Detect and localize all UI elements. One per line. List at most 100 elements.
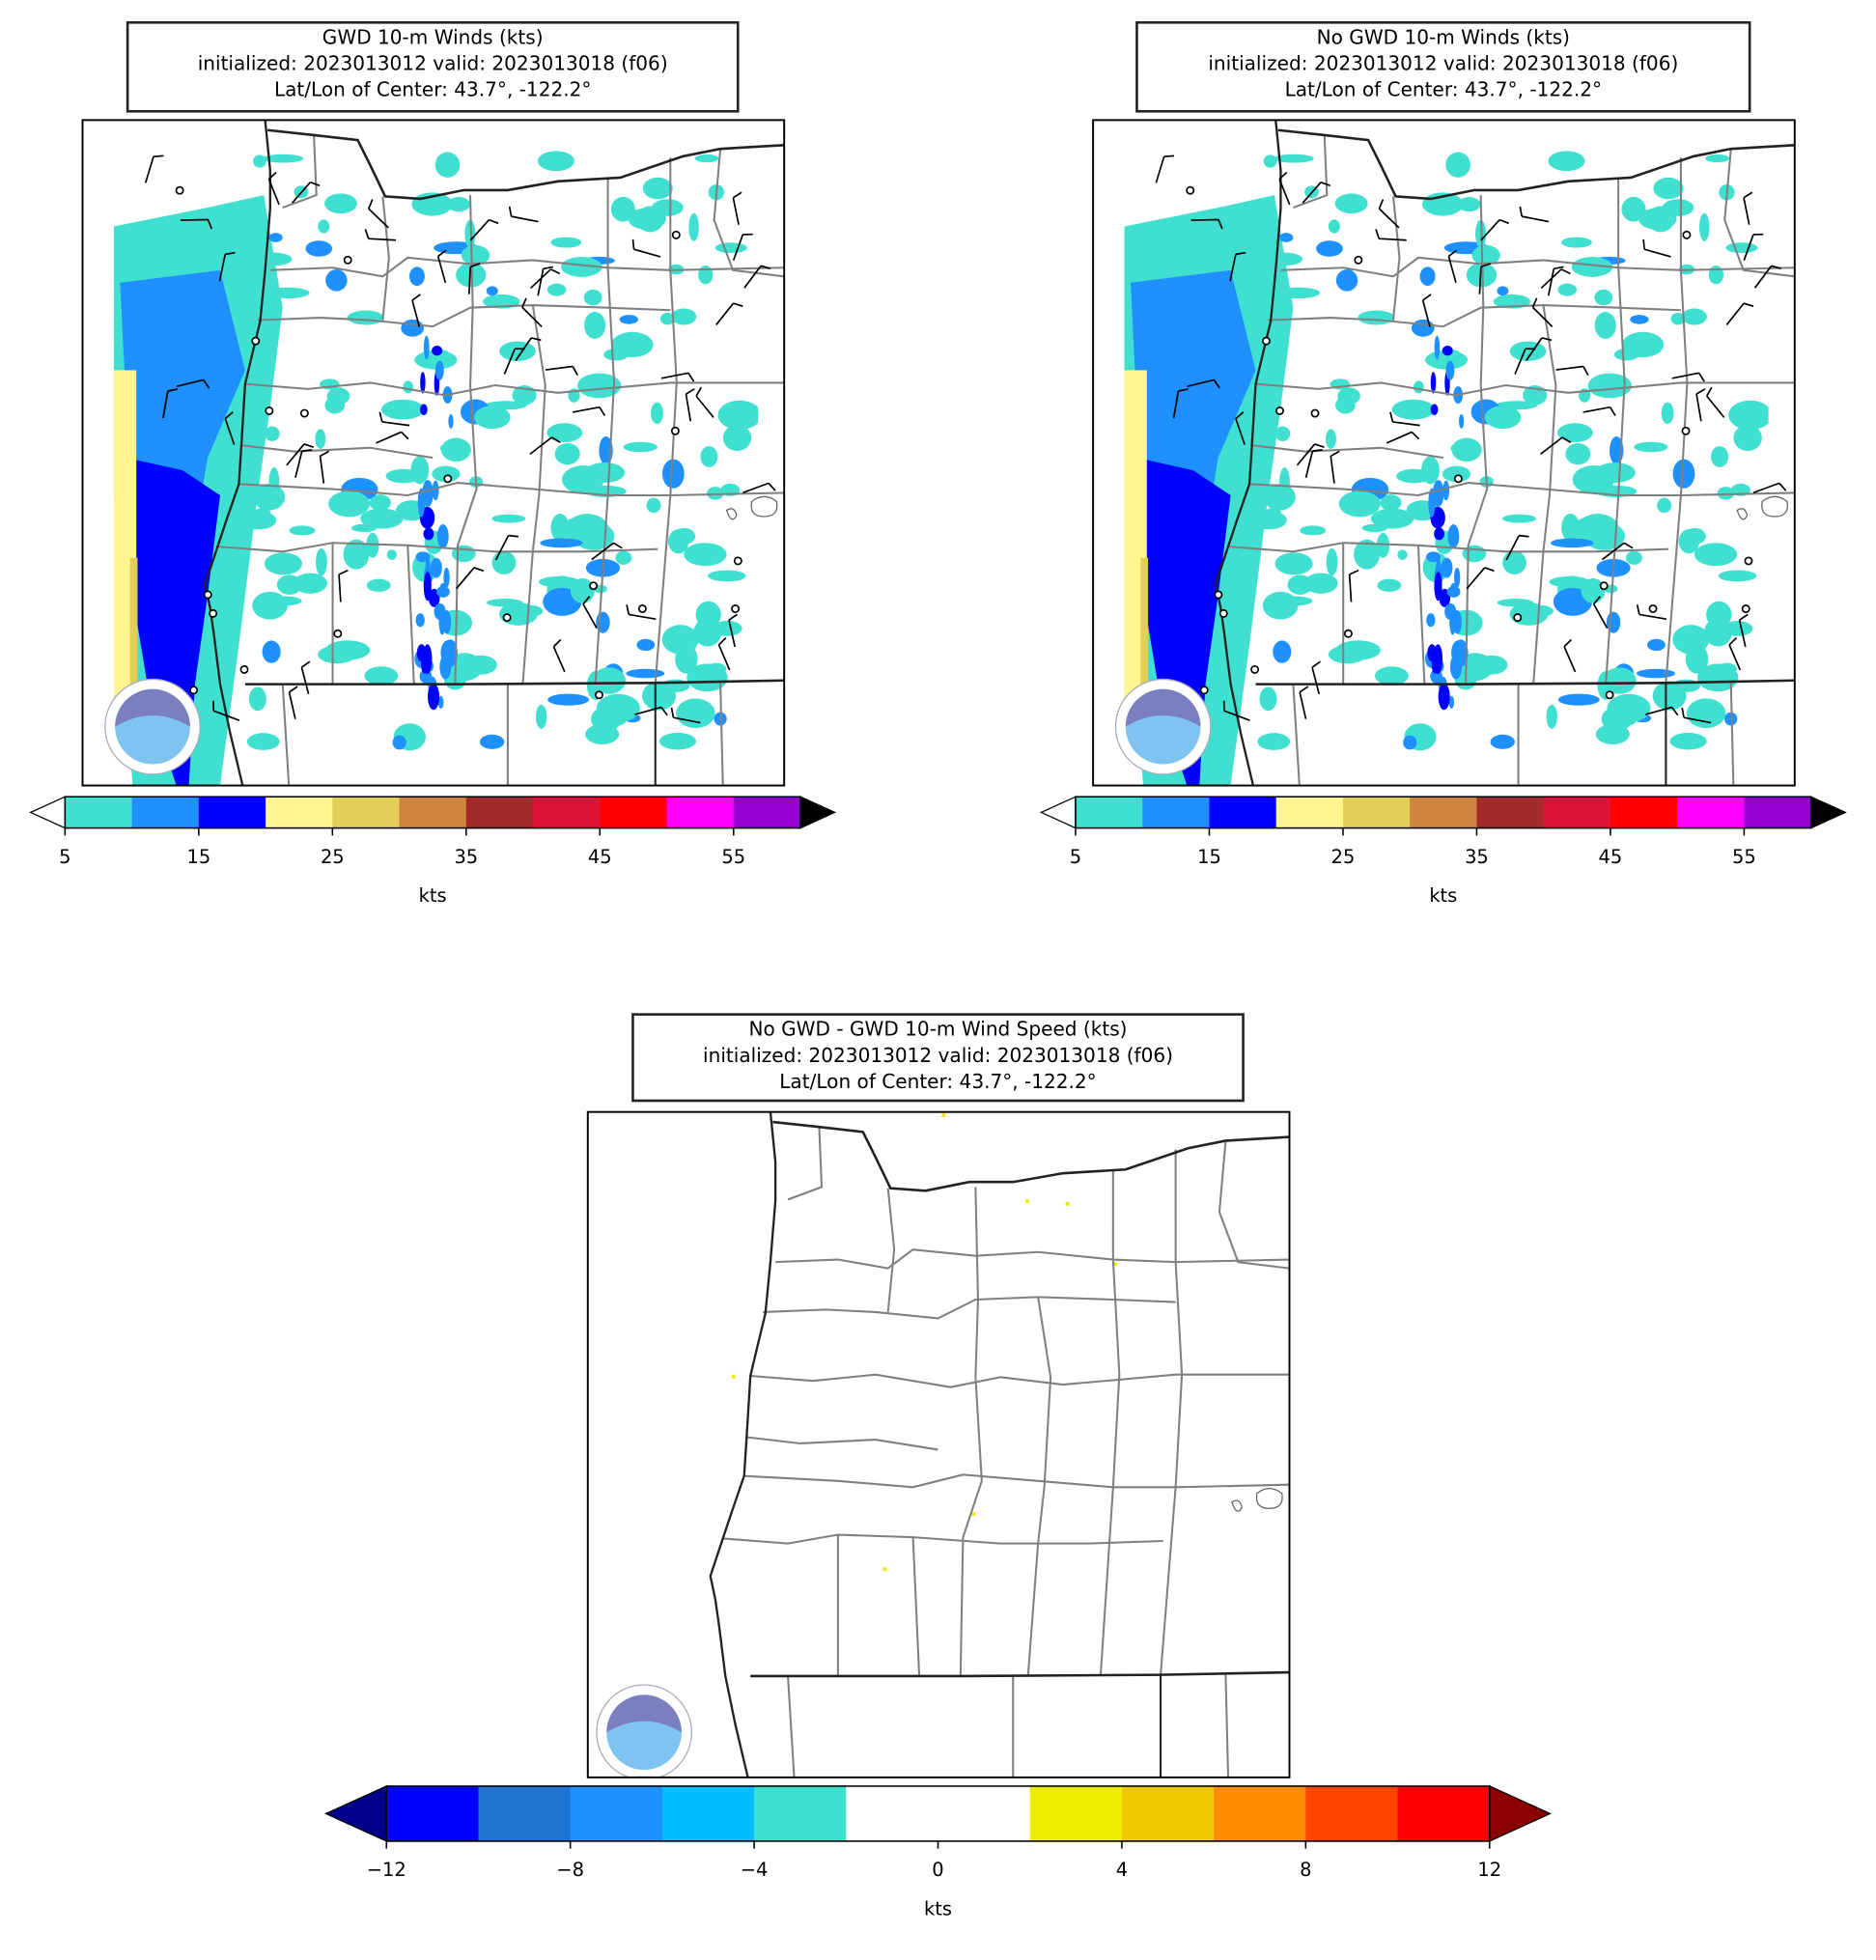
wind-shading (1266, 252, 1303, 266)
wind-shading (422, 480, 434, 507)
wind-shading (1136, 458, 1231, 786)
wind-barb (224, 411, 234, 420)
wind-shading (684, 543, 727, 567)
county-line (1391, 196, 1401, 321)
wind-shading (610, 196, 635, 222)
diff-speck (731, 1374, 736, 1379)
wind-shading (566, 514, 609, 545)
county-line (787, 1127, 824, 1201)
wind-barb (368, 208, 389, 229)
wind-shading (714, 242, 747, 254)
wind-shading (1457, 197, 1481, 212)
title-line: No GWD 10-m Winds (kts) (1317, 25, 1570, 48)
colorbar-label: kts (1429, 884, 1457, 907)
colorbar-bin (1342, 797, 1411, 828)
wind-barb (1601, 542, 1625, 561)
wind-barb (300, 660, 311, 668)
state-border (1255, 679, 1795, 686)
wind-shading (420, 404, 428, 415)
wind-shading (253, 484, 286, 511)
wind-barb (685, 394, 692, 422)
colorbar-label: kts (924, 1897, 952, 1919)
wind-shading (1377, 578, 1402, 592)
wind-barb (1314, 443, 1325, 448)
calm-station (333, 629, 343, 638)
wind-barb (1531, 297, 1538, 308)
wind-shading (1273, 154, 1314, 163)
wind-shading (1335, 269, 1358, 292)
wind-shading (1442, 345, 1453, 356)
wind-shading (1326, 429, 1336, 449)
wind-shading (456, 263, 487, 288)
mask (1768, 120, 1795, 786)
wind-shading (447, 197, 470, 212)
wind-shading (255, 252, 293, 266)
county-line (1251, 444, 1443, 460)
wind-barb (364, 229, 370, 239)
map (587, 1111, 1290, 1778)
wind-barb (1519, 206, 1523, 217)
colorbar-bin (465, 797, 534, 828)
lake (725, 508, 738, 520)
wind-shading (675, 644, 698, 674)
wind-shading (423, 527, 434, 541)
state-border (772, 1120, 1290, 1192)
wind-barb (1643, 248, 1671, 258)
colorbar-bin (1476, 797, 1545, 828)
wind-shading (1140, 557, 1149, 709)
wind-barb (203, 378, 210, 389)
wind-barb (176, 378, 204, 387)
wind-barb (508, 534, 518, 538)
wind-shading (1661, 402, 1674, 425)
wind-barb (1554, 266, 1564, 270)
lake (1255, 1487, 1283, 1509)
wind-shading (1277, 596, 1313, 606)
wind-shading (1733, 424, 1762, 452)
wind-shading (392, 735, 406, 750)
wind-shading (1565, 442, 1591, 465)
wind-barb (634, 706, 662, 715)
wind-shading (1445, 152, 1470, 178)
calm-station (502, 613, 512, 623)
wind-shading (1279, 233, 1294, 242)
county-line (1723, 149, 1795, 278)
wind-shading (1587, 373, 1632, 399)
colorbar-tick-label: 12 (1477, 1859, 1501, 1881)
wind-barb (411, 299, 421, 327)
title-box (126, 21, 740, 113)
wind-shading (646, 497, 661, 514)
wind-shading (584, 312, 606, 339)
colorbar-bin (1410, 797, 1478, 828)
calm-station (1214, 590, 1223, 600)
wind-shading (408, 266, 425, 286)
wind-barb (1514, 348, 1526, 375)
wind-barb (1638, 613, 1667, 621)
wind-barb (626, 604, 630, 615)
wind-shading (1717, 662, 1737, 675)
calm-station (731, 604, 741, 613)
calm-station (1648, 603, 1658, 613)
wind-barb (531, 337, 542, 342)
wind-shading (264, 552, 303, 575)
wind-shading (1685, 644, 1709, 674)
map (1093, 120, 1795, 786)
wind-shading (664, 627, 695, 645)
wind-shading (1595, 724, 1630, 744)
wind-shading (1442, 465, 1471, 483)
calm-station (1605, 690, 1614, 700)
wind-barb (742, 482, 770, 494)
colorbar-under (29, 796, 67, 829)
wind-barb (1378, 208, 1400, 229)
wind-shading (369, 494, 391, 512)
wind-barb (378, 411, 383, 423)
wind-shading (343, 539, 370, 570)
wind-shading (1361, 523, 1387, 533)
wind-shading (570, 577, 595, 603)
wind-shading (592, 667, 627, 694)
wind-barb (303, 443, 315, 448)
wind-shading (364, 666, 399, 686)
wind-shading (491, 550, 517, 574)
title-line: initialized: 2023013012 valid: 202301301… (198, 52, 668, 75)
wind-barb (319, 456, 325, 484)
